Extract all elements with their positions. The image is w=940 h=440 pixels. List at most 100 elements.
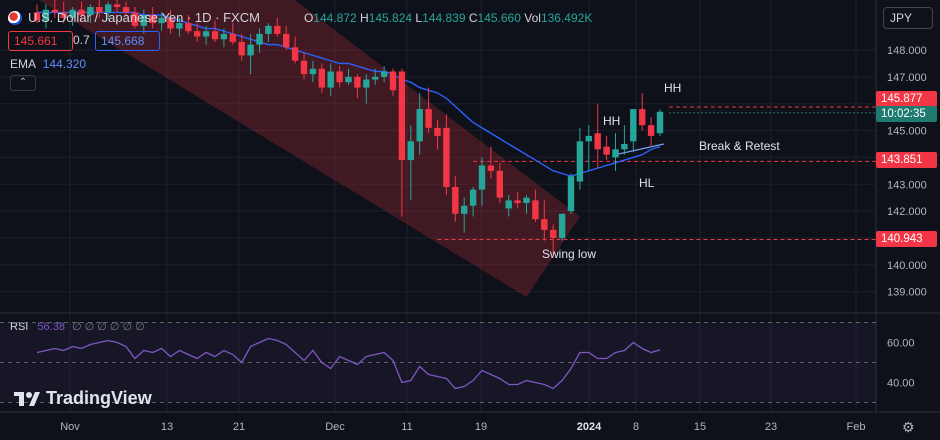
time-tick-label: 15 [694, 421, 706, 433]
candle-body [300, 60, 308, 75]
candle [167, 9, 174, 34]
candle-body [594, 133, 601, 150]
candle-body [96, 7, 103, 13]
candle [229, 23, 236, 45]
candle [309, 60, 317, 83]
symbol-title[interactable]: U.S. Dollar / Japanese Yen · 1D · FXCM [28, 10, 260, 25]
candle [300, 52, 308, 80]
time-tick-label: 11 [401, 421, 412, 433]
time-tick-label: Feb [847, 421, 866, 433]
candle-body [158, 17, 165, 24]
candle [425, 87, 432, 134]
high-label: H [360, 10, 369, 25]
candle [407, 125, 414, 201]
currency-label: JPY [890, 11, 913, 25]
candle-body [274, 25, 281, 34]
candle [434, 119, 441, 150]
countdown-tag: 10:02:35 [876, 106, 937, 122]
candle [194, 23, 201, 42]
candle-body [585, 135, 592, 142]
buy-button[interactable]: 145.668 [95, 31, 160, 51]
price-tick-label: 140.000 [887, 260, 927, 272]
volume-value: 136.492K [540, 10, 593, 25]
volume-label: Vol [524, 10, 541, 25]
candle [621, 125, 628, 155]
candle-body [185, 23, 192, 32]
candle [345, 68, 352, 85]
candle-body [434, 127, 441, 136]
tradingview-logo[interactable]: TradingView [14, 388, 152, 409]
candle-body [558, 213, 566, 238]
candle [639, 92, 646, 131]
candle-body [505, 200, 512, 209]
collapse-legend-button[interactable]: ⌃ [10, 75, 36, 91]
candle-body [576, 141, 584, 182]
candle [78, 1, 85, 21]
candle [505, 194, 512, 217]
candle-body [639, 109, 646, 126]
settings-gear-icon[interactable]: ⚙ [902, 419, 915, 435]
currency-selector[interactable]: JPY [883, 7, 933, 29]
candle-body [194, 31, 201, 37]
descending-channel [38, 0, 580, 298]
candle [122, 1, 130, 16]
candle [140, 9, 147, 34]
candle-body [354, 76, 361, 88]
candle-body [122, 7, 130, 13]
candle [238, 33, 245, 61]
candle-body [176, 23, 183, 29]
time-tick-label: Dec [325, 421, 345, 433]
chart-grid [0, 0, 940, 413]
candle-body [443, 127, 450, 187]
rsi-tick-label: 40.00 [887, 378, 915, 390]
candle [318, 63, 325, 93]
ema-legend: EMA 144.320 [10, 57, 86, 71]
candle-body [416, 109, 423, 142]
candle [372, 68, 379, 85]
candle-body [603, 146, 610, 155]
candle [265, 23, 272, 42]
swing-low-tag: 140.943 [876, 231, 937, 247]
rsi-label: RSI [10, 321, 29, 333]
symbol-legend: U.S. Dollar / Japanese Yen · 1D · FXCM O… [8, 10, 592, 25]
chevron-up-icon: ⌃ [18, 77, 28, 88]
candle [69, 7, 76, 26]
candle [336, 66, 343, 88]
candle [612, 133, 619, 171]
candle-body [87, 7, 94, 16]
candle-body [398, 71, 406, 161]
candle [487, 146, 495, 179]
candle [283, 25, 290, 50]
candle-body [647, 125, 655, 136]
candle [363, 74, 370, 104]
sell-button[interactable]: 145.661 [8, 31, 73, 51]
ema-label: EMA [10, 57, 36, 71]
candle-body [523, 197, 530, 204]
time-tick-label: 21 [233, 421, 245, 433]
rsi-placeholders: ∅ ∅ ∅ ∅ ∅ ∅ [72, 321, 145, 333]
candle [96, 0, 103, 18]
price-tick-label: 143.000 [887, 179, 927, 191]
candle [51, 0, 58, 18]
rsi-pane [0, 322, 876, 403]
candle [567, 173, 575, 214]
candle-body [33, 12, 41, 21]
time-tick-label: 2024 [577, 421, 602, 433]
candle-body [247, 44, 254, 56]
candle [291, 36, 299, 64]
candle [256, 28, 263, 53]
candle [87, 4, 94, 24]
time-tick-label: 19 [475, 421, 487, 433]
candle [461, 197, 468, 233]
candle [603, 135, 610, 161]
candle-body [202, 31, 210, 37]
candle [443, 114, 450, 195]
candle-body [229, 33, 236, 42]
time-tick-label: 13 [161, 421, 173, 433]
candle-body [78, 9, 85, 16]
candle-body [131, 12, 139, 26]
hl-label: HL [639, 176, 655, 190]
candle-body [309, 68, 317, 75]
candle [247, 33, 254, 75]
